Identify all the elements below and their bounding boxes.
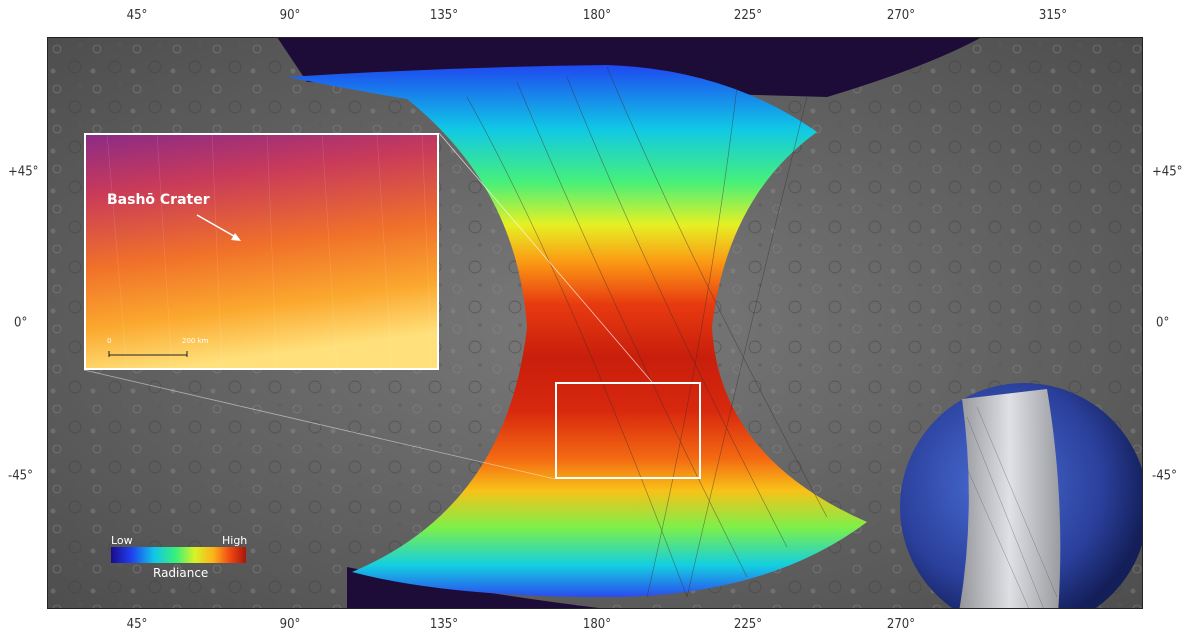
legend-high-label: High [222,534,248,547]
map-canvas[interactable] [47,37,1143,609]
dark-region-bottom [347,567,607,609]
inset-frame[interactable] [84,133,439,370]
right-tick: -45° [1152,468,1177,484]
top-tick: 45° [126,8,148,23]
orbit-tracks [466,66,828,598]
top-tick: 135° [429,8,459,23]
top-tick: 270° [886,8,916,23]
connector-line [83,369,556,480]
arrow-icon [196,214,241,241]
left-tick: -45° [8,468,33,484]
top-tick: 180° [582,8,612,23]
top-tick: 225° [733,8,763,23]
bottom-tick: 90° [279,617,301,632]
connector-line [438,132,653,383]
left-tick: +45° [8,164,39,180]
legend-low-label: Low [111,534,133,547]
legend-title: Radiance [153,566,209,580]
bottom-tick: 135° [429,617,459,632]
bottom-tick: 270° [886,617,916,632]
bottom-tick: 45° [126,617,148,632]
top-tick: 90° [279,8,301,23]
mercury-globe-icon [900,383,1143,609]
scale-start: 0 [107,337,112,345]
inset-label: Bashō Crater [107,192,210,208]
left-tick: 0° [14,315,28,331]
right-tick: 0° [1156,315,1170,331]
scale-bar [108,351,188,357]
bottom-tick: 180° [582,617,612,632]
inset-image [84,133,439,370]
top-tick: 315° [1038,8,1068,23]
right-tick: +45° [1152,164,1183,180]
bottom-tick: 225° [733,617,763,632]
legend-colorbar [111,547,246,563]
study-area-box [555,382,701,479]
inset-streaks [106,132,433,371]
scale-end: 200 km [182,337,209,345]
